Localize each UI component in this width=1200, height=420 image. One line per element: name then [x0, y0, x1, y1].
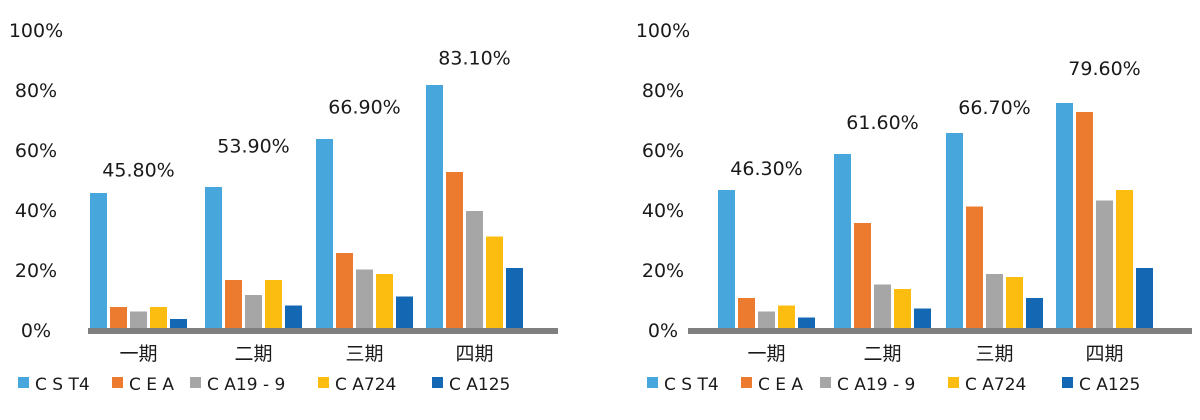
data-label: 53.90% — [217, 135, 289, 157]
legend-label-ca724: C A724 — [965, 375, 1026, 395]
data-label: 61.60% — [846, 112, 918, 134]
bar-ca724-3 — [376, 274, 393, 328]
bar-cst4-3 — [316, 139, 333, 328]
y-tick-label: 100% — [9, 20, 63, 42]
data-label: 66.70% — [958, 97, 1030, 119]
legend-swatch-ca19-9 — [820, 377, 831, 388]
bar-ca724-4 — [1116, 190, 1133, 328]
bar-ca724-2 — [265, 280, 282, 328]
bar-ca724-4 — [486, 236, 503, 328]
bar-cst4-1 — [718, 190, 735, 328]
legend-label-ca125: C A125 — [449, 375, 510, 395]
y-tick-label: 40% — [642, 200, 684, 222]
x-tick-label: 四期 — [1085, 343, 1123, 365]
bar-cea-2 — [854, 223, 871, 328]
legend-label-cea: C E A — [129, 375, 174, 395]
bar-ca19-9-2 — [874, 284, 891, 328]
y-tick-label: 20% — [642, 260, 684, 282]
bar-ca724-1 — [778, 305, 795, 328]
bar-cea-1 — [110, 307, 127, 328]
bar-cst4-2 — [834, 154, 851, 328]
legend-swatch-cea — [741, 377, 752, 388]
legend-swatch-ca724 — [948, 377, 959, 388]
legend-swatch-ca19-9 — [190, 377, 201, 388]
bar-ca125-2 — [914, 308, 931, 328]
x-tick-label: 三期 — [345, 343, 383, 365]
legend-label-ca19-9: C A19 - 9 — [837, 375, 915, 395]
bar-cst4-2 — [205, 187, 222, 328]
chart-left: 0% 20% 40% 60% 80% 100% 一期 二期 三期 四期 45.80% 53.90% 66… — [9, 20, 558, 395]
legend-swatch-cst4 — [18, 377, 29, 388]
x-tick-label: 一期 — [747, 343, 785, 365]
bar-ca125-1 — [798, 317, 815, 328]
bar-ca19-9-4 — [466, 211, 483, 328]
bar-cst4-4 — [426, 85, 443, 328]
bar-ca19-9-3 — [986, 274, 1003, 328]
y-tick-label: 40% — [15, 200, 57, 222]
legend-label-ca19-9: C A19 - 9 — [207, 375, 285, 395]
bar-ca19-9-1 — [130, 311, 147, 328]
bar-cea-3 — [336, 253, 353, 328]
legend-label-cst4: C S T4 — [664, 375, 719, 395]
y-tick-label: 0% — [21, 320, 51, 342]
bar-cst4-1 — [90, 193, 107, 328]
bar-ca125-3 — [396, 296, 413, 328]
data-label: 45.80% — [102, 160, 174, 182]
y-tick-label: 80% — [15, 80, 57, 102]
data-label: 46.30% — [730, 158, 802, 180]
legend-label-ca125: C A125 — [1079, 375, 1140, 395]
bar-cea-4 — [446, 172, 463, 328]
x-tick-label: 一期 — [119, 343, 157, 365]
bar-ca125-1 — [170, 319, 187, 328]
legend-swatch-cea — [112, 377, 123, 388]
x-tick-label: 三期 — [975, 343, 1013, 365]
legend-label-ca724: C A724 — [335, 375, 396, 395]
bar-cst4-4 — [1056, 103, 1073, 328]
bar-ca19-9-3 — [356, 269, 373, 328]
x-tick-label: 四期 — [455, 343, 493, 365]
y-tick-label: 100% — [636, 20, 690, 42]
y-tick-label: 20% — [15, 260, 57, 282]
x-axis-line — [88, 328, 558, 334]
legend-swatch-ca724 — [318, 377, 329, 388]
bar-ca724-3 — [1006, 277, 1023, 328]
bar-ca125-3 — [1026, 298, 1043, 328]
bar-ca19-9-4 — [1096, 200, 1113, 328]
bar-ca125-2 — [285, 305, 302, 328]
bar-cea-2 — [225, 280, 242, 328]
data-label: 83.10% — [438, 48, 510, 70]
bar-cea-3 — [966, 206, 983, 328]
chart-right: 0% 20% 40% 60% 80% 100% 一期 二期 三期 四期 46.30% 61.60% 66… — [636, 20, 1192, 395]
y-tick-label: 80% — [642, 80, 684, 102]
data-label: 79.60% — [1068, 58, 1140, 80]
legend-swatch-ca125 — [1062, 377, 1073, 388]
data-label: 66.90% — [328, 96, 400, 118]
bar-ca125-4 — [506, 268, 523, 328]
legend-swatch-cst4 — [647, 377, 658, 388]
bar-ca724-1 — [150, 307, 167, 328]
y-tick-label: 60% — [15, 140, 57, 162]
x-tick-label: 二期 — [863, 343, 901, 365]
legend-label-cst4: C S T4 — [35, 375, 90, 395]
bar-ca19-9-2 — [245, 295, 262, 328]
y-tick-label: 0% — [648, 320, 678, 342]
bar-cst4-3 — [946, 133, 963, 328]
x-axis-line — [688, 328, 1192, 334]
legend-label-cea: C E A — [758, 375, 803, 395]
bar-ca724-2 — [894, 289, 911, 328]
x-tick-label: 二期 — [234, 343, 272, 365]
bar-cea-1 — [738, 298, 755, 328]
y-tick-label: 60% — [642, 140, 684, 162]
bar-cea-4 — [1076, 112, 1093, 328]
bar-ca125-4 — [1136, 268, 1153, 328]
bar-ca19-9-1 — [758, 311, 775, 328]
legend-swatch-ca125 — [432, 377, 443, 388]
